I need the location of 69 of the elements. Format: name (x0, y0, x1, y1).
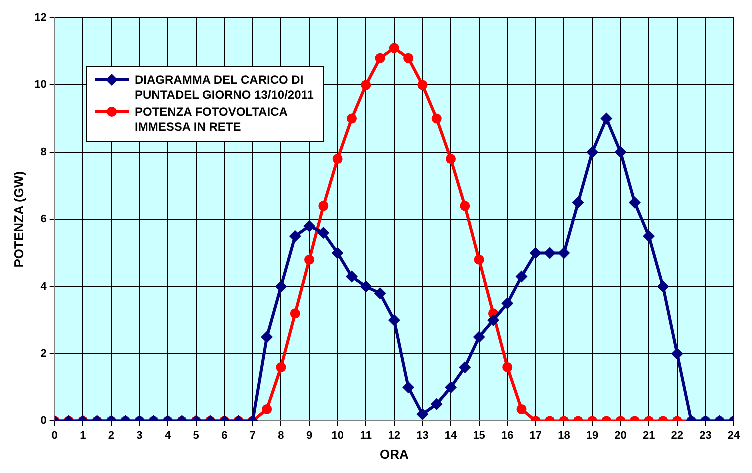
x-tick-label: 2 (108, 430, 114, 442)
y-tick-label: 4 (40, 280, 48, 293)
point (432, 114, 442, 124)
y-axis-title: POTENZA (GW) (11, 171, 26, 268)
x-tick-label: 7 (250, 430, 256, 442)
x-tick-label: 14 (444, 430, 458, 442)
x-tick-label: 23 (700, 430, 712, 442)
y-tick-label: 8 (40, 146, 47, 158)
point (614, 146, 627, 158)
y-tick-label: 12 (34, 12, 47, 24)
x-tick-label: 11 (360, 430, 372, 442)
x-tick-label: 20 (614, 430, 627, 442)
point (516, 270, 528, 283)
point (418, 80, 428, 90)
point (361, 80, 372, 90)
point (530, 247, 542, 260)
x-tick-label: 13 (416, 430, 429, 442)
x-tick-label: 4 (164, 430, 172, 442)
x-axis-title: ORA (380, 446, 410, 462)
point (544, 247, 556, 260)
point (332, 154, 343, 164)
point (275, 280, 288, 293)
point (304, 220, 316, 232)
x-tick-label: 16 (501, 430, 514, 442)
x-tick-label: 21 (642, 430, 656, 442)
x-tick-label: 22 (671, 430, 684, 442)
point (374, 288, 386, 300)
point (360, 280, 372, 293)
point (388, 314, 400, 326)
x-tick-label: 3 (136, 430, 143, 442)
y-tick-label: 0 (40, 415, 47, 428)
x-tick-label: 5 (193, 430, 200, 442)
y-tick-label: 2 (40, 348, 47, 360)
x-tick-label: 15 (473, 430, 486, 442)
point (460, 201, 470, 212)
point (289, 230, 302, 242)
point (346, 270, 358, 283)
point (318, 227, 330, 240)
x-tick-label: 18 (558, 430, 570, 442)
point (600, 112, 613, 125)
y-tick-label: 10 (34, 79, 47, 92)
point (304, 254, 315, 265)
point (318, 201, 329, 212)
point (446, 154, 456, 164)
x-tick-label: 12 (388, 430, 401, 442)
x-tick-label: 6 (222, 430, 228, 442)
point (502, 298, 514, 310)
point (586, 146, 599, 158)
point (332, 247, 344, 260)
x-tick-label: 8 (278, 430, 284, 442)
x-tick-label: 10 (332, 430, 344, 442)
x-tick-label: 17 (530, 430, 542, 442)
point (643, 230, 656, 242)
x-tick-label: 19 (586, 430, 599, 442)
x-tick-label: 1 (80, 430, 86, 442)
x-tick-label: 24 (728, 430, 741, 442)
legend-label: POTENZA FOTOVOLTAICA IMMESSA IN RETE (135, 105, 288, 135)
legend-label: DIAGRAMMA DEL CARICO DI PUNTADEL GIORNO 13/10/2011 (135, 73, 315, 103)
point (628, 196, 641, 209)
x-tick-label: 0 (52, 430, 58, 442)
point (572, 196, 584, 209)
point (346, 114, 357, 124)
y-tick-label: 6 (40, 214, 47, 226)
point (474, 254, 484, 265)
point (657, 280, 670, 293)
point (290, 308, 300, 319)
point (558, 247, 570, 260)
x-tick-label: 9 (306, 430, 313, 442)
point (487, 314, 500, 326)
